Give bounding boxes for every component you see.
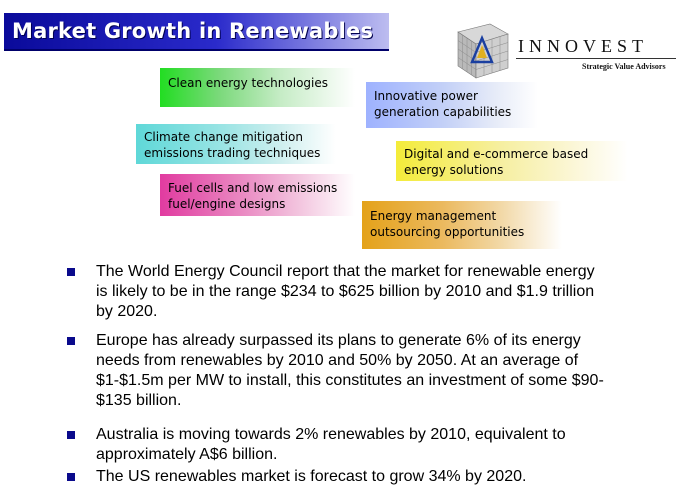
bullet-square-icon bbox=[67, 431, 75, 439]
bullet-item-europe: Europe has already surpassed its plans t… bbox=[96, 331, 671, 411]
bullet-item-world-energy-council: The World Energy Council report that the… bbox=[96, 262, 671, 322]
tag-line: outsourcing opportunities bbox=[370, 225, 525, 239]
tag-line: Fuel cells and low emissions bbox=[168, 181, 338, 195]
page-title: Market Growth in Renewables bbox=[12, 19, 374, 43]
bullet-item-us-market: The US renewables market is forecast to … bbox=[96, 467, 671, 487]
tag-line: Clean energy technologies bbox=[168, 76, 328, 90]
tag-energy-management: Energy management outsourcing opportunit… bbox=[362, 201, 562, 249]
logo-name: INNOVEST bbox=[518, 36, 648, 56]
tag-fuel-cells: Fuel cells and low emissions fuel/engine… bbox=[160, 174, 355, 216]
bullet-line: $135 billion. bbox=[96, 392, 182, 409]
innovest-logo: INNOVEST Strategic Value Advisors bbox=[450, 18, 680, 80]
tag-line: fuel/engine designs bbox=[168, 197, 286, 211]
bullet-square-icon bbox=[67, 473, 75, 481]
bullet-square-icon bbox=[67, 268, 75, 276]
bullet-square-icon bbox=[67, 337, 75, 345]
bullet-line: by 2020. bbox=[96, 303, 158, 320]
logo-divider bbox=[516, 58, 676, 59]
tag-climate-change: Climate change mitigation emissions trad… bbox=[136, 124, 336, 164]
bullet-line: The US renewables market is forecast to … bbox=[96, 468, 527, 485]
title-bar: Market Growth in Renewables bbox=[4, 13, 389, 51]
bullet-line: Australia is moving towards 2% renewable… bbox=[96, 426, 566, 443]
tag-line: Energy management bbox=[370, 209, 497, 223]
tag-line: generation capabilities bbox=[374, 105, 512, 119]
tag-innovative-power: Innovative power generation capabilities bbox=[366, 82, 538, 128]
cube-grid-logo-icon bbox=[457, 23, 509, 79]
tag-line: Innovative power bbox=[374, 89, 478, 103]
logo-tagline: Strategic Value Advisors bbox=[582, 62, 666, 71]
bullet-line: is likely to be in the range $234 to $62… bbox=[96, 283, 595, 300]
bullet-line: Europe has already surpassed its plans t… bbox=[96, 332, 581, 349]
bullet-line: The World Energy Council report that the… bbox=[96, 263, 595, 280]
bullet-item-australia: Australia is moving towards 2% renewable… bbox=[96, 425, 671, 465]
tag-line: emissions trading techniques bbox=[144, 146, 321, 160]
tag-line: energy solutions bbox=[404, 163, 504, 177]
bullet-line: $1-$1.5m per MW to install, this constit… bbox=[96, 372, 604, 389]
tag-line: Digital and e-commerce based bbox=[404, 147, 589, 161]
bullet-line: needs from renewables by 2010 and 50% by… bbox=[96, 352, 579, 369]
tag-digital-ecommerce: Digital and e-commerce based energy solu… bbox=[396, 141, 628, 181]
bullet-line: approximately A$6 billion. bbox=[96, 446, 278, 463]
tag-clean-energy: Clean energy technologies bbox=[160, 68, 355, 107]
tag-line: Climate change mitigation bbox=[144, 130, 303, 144]
